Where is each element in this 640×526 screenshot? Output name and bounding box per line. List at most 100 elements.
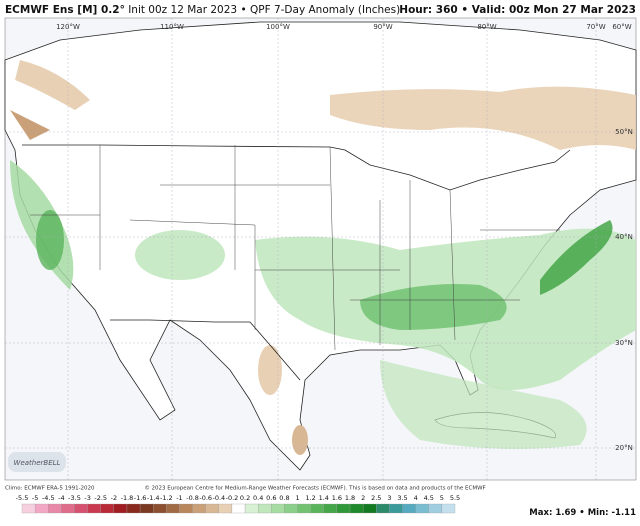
lat-label: 20°N [615,444,633,452]
lat-label: 50°N [615,128,633,136]
color-box [205,503,219,514]
colorbar-label: 2.5 [371,494,381,502]
color-box [192,503,206,514]
hour: Hour: 360 [399,4,457,16]
colorbar-label: -1 [176,494,182,502]
colorbar-label: -0.2 [226,494,239,502]
wet-shading [380,360,587,449]
us-canada-border [22,144,571,191]
color-box [166,503,180,514]
color-box [271,503,285,514]
separator: • [461,4,468,16]
color-box [179,503,193,514]
colorbar-label: -2.5 [94,494,107,502]
colorbar-label: 4 [414,494,418,502]
colorbar-label: 2 [361,494,365,502]
color-box [336,503,351,514]
lon-label: 80°W [477,23,496,31]
lat-labels: 50°N 40°N 30°N 20°N [615,128,633,452]
separator: • [240,4,246,16]
logo: WeatherBELL [14,459,61,467]
lat-label: 40°N [615,233,633,241]
color-box [139,503,154,514]
dry-shading [258,345,282,395]
color-box [153,503,167,514]
header-right: Hour: 360 • Valid: 00z Mon 27 Mar 2023 [399,4,636,16]
dry-shading [10,110,50,140]
color-box [415,503,429,514]
colorbar-label: 5 [440,494,444,502]
product: QPF 7-Day Anomaly (Inches) [250,4,400,16]
logo-badge [8,452,66,472]
color-box [74,503,88,514]
color-box [244,503,259,514]
colorbar-label: -4 [58,494,64,502]
colorbar-label: -4.5 [42,494,55,502]
max-label: Max: [529,508,552,518]
min-value: -1.11 [612,508,637,518]
colorbar-label: 5.5 [450,494,460,502]
colorbar-label: 3.5 [397,494,407,502]
color-box [231,503,246,514]
lon-label: 90°W [373,23,392,31]
colorbar-label: -5 [32,494,38,502]
color-box [87,503,101,514]
colorbar-label: 1.8 [345,494,355,502]
color-box [100,503,114,514]
color-box [428,503,443,514]
separator: • [579,508,584,518]
dry-shading [292,425,308,455]
color-box [376,503,390,514]
dry-shading [330,86,636,150]
colorbar-label: -3.5 [68,494,81,502]
state-lines [30,145,560,351]
colorbar-label: -0.8 [186,494,199,502]
colorbar-label: -1.6 [134,494,147,502]
color-box [441,503,456,514]
colorbar-label: 1.2 [305,494,315,502]
colorbar-label: -1.4 [147,494,160,502]
colorbar-label: 0.6 [266,494,276,502]
wet-shading [540,220,613,295]
color-box [323,503,338,514]
color-box [297,503,311,514]
init: Init 00z 12 Mar 2023 [128,4,237,16]
lon-label: 110°W [160,23,184,31]
colorbar-label: 1.6 [332,494,342,502]
colorbar-label: -1.8 [121,494,134,502]
wet-shading [36,210,64,270]
color-box [34,503,49,514]
color-box [126,503,141,514]
lon-labels: 120°W 110°W 100°W 90°W 80°W 70°W 60°W [56,23,632,31]
lon-label: 60°W [612,23,631,31]
model: ECMWF Ens [M] 0.2° [5,4,125,16]
colorbar-label: 0.8 [279,494,289,502]
color-box [21,503,36,514]
us-mexico-border [110,319,301,381]
lon-label: 70°W [586,23,605,31]
colorbar: -5.5 -5 -4.5 -4 -3.5 -3 -2.5 -2 -1.8 -1.6 -1.4 -1.2… [16,494,460,514]
colorbar-label: 4.5 [424,494,434,502]
lon-label: 120°W [56,23,80,31]
stats: Max: 1.69 • Min: -1.11 [529,508,636,518]
max-value: 1.69 [555,508,576,518]
colorbar-label: 3 [387,494,391,502]
colorbar-label: -3 [84,494,90,502]
color-box [363,503,377,514]
wet-shading [360,284,507,330]
copyright: © 2023 European Centre for Medium-Range … [144,485,485,492]
colorbar-label: 0.2 [240,494,250,502]
dry-shading [15,60,90,110]
colorbar-label: -0.6 [199,494,212,502]
lon-label: 100°W [266,23,290,31]
colorbar-label: -1.2 [160,494,173,502]
map: WeatherBELL [4,17,637,481]
color-box [61,503,75,514]
header-left: ECMWF Ens [M] 0.2° Init 00z 12 Mar 2023 … [5,4,400,16]
colorbar-label: 0.4 [253,494,263,502]
lat-label: 30°N [615,339,633,347]
valid: Valid: 00z Mon 27 Mar 2023 [472,4,636,16]
colorbar-label: 1 [295,494,299,502]
